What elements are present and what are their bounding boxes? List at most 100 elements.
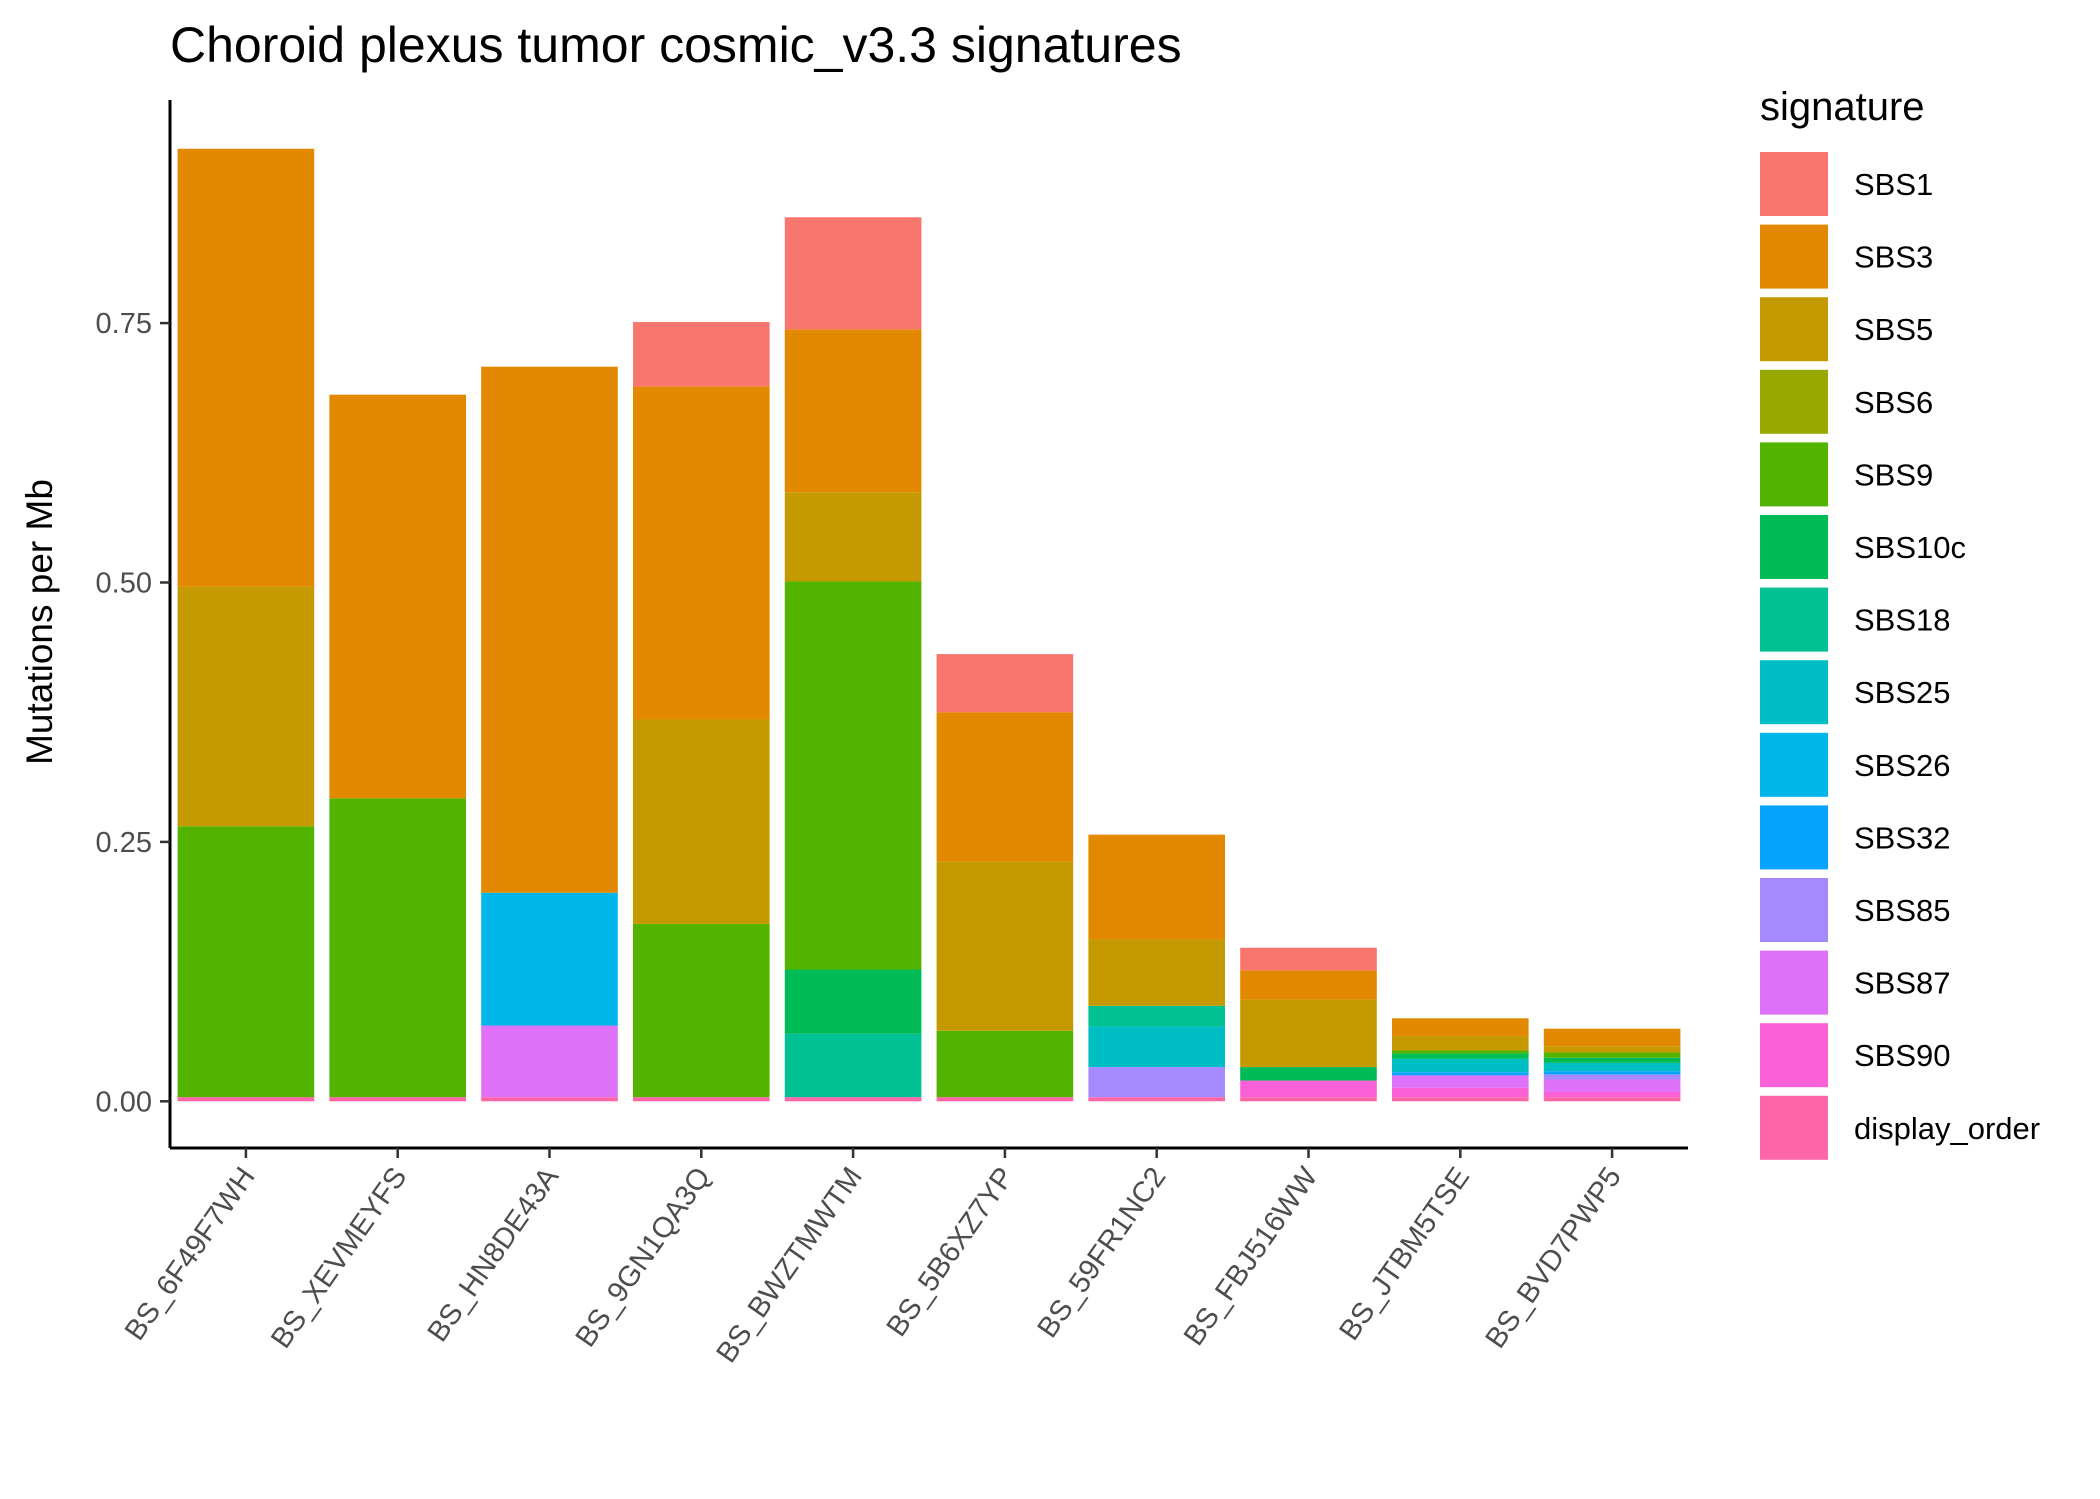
x-tick-label: BS_JTBM5TSE: [1333, 1162, 1476, 1347]
bar-segment-display-order-bs-hn8de43a: [481, 1097, 618, 1102]
legend-swatch-sbs25: [1760, 660, 1828, 725]
bar-segment-sbs5-bs-bwztmwtm: [784, 492, 922, 582]
legend-label-sbs25: SBS25: [1854, 675, 1951, 710]
legend-label-sbs1: SBS1: [1854, 167, 1933, 202]
bar-segment-display-order-bs-9gn1qa3q: [632, 1097, 770, 1102]
legend-label-sbs9: SBS9: [1854, 457, 1933, 492]
x-tick-label: BS_BVD7PWP5: [1480, 1162, 1628, 1355]
bar-segment-sbs3-bs-xevmeyfs: [329, 394, 467, 799]
bar-segment-sbs1-bs-9gn1qa3q: [632, 322, 770, 387]
bar-segment-sbs87-bs-bvd7pwp5: [1543, 1079, 1681, 1092]
legend-label-sbs5: SBS5: [1854, 312, 1933, 347]
bar-segment-sbs90-bs-fbj516ww: [1240, 1080, 1377, 1098]
bar-segment-sbs10c-bs-bwztmwtm: [784, 969, 922, 1034]
bar-segment-display-order-bs-59fr1nc2: [1088, 1097, 1226, 1102]
bar-segment-sbs5-bs-5b6xz7yp: [936, 861, 1074, 1031]
x-tick-label: BS_59FR1NC2: [1032, 1162, 1173, 1344]
bar-segment-sbs9-bs-5b6xz7yp: [936, 1030, 1074, 1098]
legend-swatch-sbs90: [1760, 1023, 1828, 1088]
legend-swatch-sbs3: [1760, 224, 1828, 289]
y-tick-label: 0.75: [96, 308, 152, 340]
bar-segment-sbs90-bs-jtbm5tse: [1391, 1087, 1529, 1098]
bar-segment-sbs5-bs-6f49f7wh: [177, 586, 315, 827]
bar-segment-sbs3-bs-fbj516ww: [1240, 970, 1377, 1000]
bar-segment-sbs9-bs-6f49f7wh: [177, 826, 315, 1098]
bar-segment-sbs18-bs-bwztmwtm: [784, 1033, 922, 1098]
y-tick-label: 0.00: [96, 1086, 152, 1118]
x-tick-label: BS_FBJ516WW: [1178, 1161, 1325, 1351]
y-tick-label: 0.50: [96, 567, 152, 599]
bar-segment-sbs3-bs-5b6xz7yp: [936, 712, 1074, 862]
legend-swatch-sbs1: [1760, 152, 1828, 216]
bar-segment-display-order-bs-6f49f7wh: [177, 1097, 315, 1102]
legend-swatch-sbs18: [1760, 587, 1828, 652]
legend-label-sbs10c: SBS10c: [1854, 530, 1966, 565]
x-tick-label: BS_BWZTMWTM: [710, 1162, 868, 1369]
legend-swatch-sbs10c: [1760, 515, 1828, 579]
x-tick-label: BS_5B6XZ7YP: [881, 1162, 1021, 1343]
bar-segment-sbs1-bs-bwztmwtm: [784, 217, 922, 330]
bar-segment-sbs5-bs-59fr1nc2: [1088, 939, 1226, 1006]
bar-segment-sbs3-bs-hn8de43a: [481, 366, 618, 893]
bar-segment-sbs90-bs-bvd7pwp5: [1543, 1091, 1681, 1098]
legend-swatch-sbs5: [1760, 297, 1828, 362]
bar-segment-sbs5-bs-9gn1qa3q: [632, 719, 770, 924]
bar-segment-sbs10c-bs-fbj516ww: [1240, 1067, 1377, 1081]
legend-swatch-sbs85: [1760, 878, 1828, 942]
legend-label-sbs26: SBS26: [1854, 748, 1951, 783]
bar-segment-display-order-bs-xevmeyfs: [329, 1097, 467, 1102]
legend-label-display-order: display_order: [1854, 1111, 2040, 1146]
x-tick-label: BS_HN8DE43A: [422, 1161, 566, 1348]
chart-title: Choroid plexus tumor cosmic_v3.3 signatu…: [170, 17, 1182, 73]
x-tick-label: BS_6F49F7WH: [119, 1162, 262, 1347]
bar-segment-sbs3-bs-bwztmwtm: [784, 329, 922, 493]
bar-segment-display-order-bs-bwztmwtm: [784, 1097, 922, 1102]
bar-segment-sbs87-bs-jtbm5tse: [1391, 1075, 1529, 1088]
bar-segment-display-order-bs-jtbm5tse: [1391, 1097, 1529, 1102]
bar-segment-sbs9-bs-jtbm5tse: [1391, 1050, 1529, 1054]
bar-segment-sbs10c-bs-jtbm5tse: [1391, 1053, 1529, 1059]
bar-segment-sbs1-bs-fbj516ww: [1240, 947, 1377, 971]
bar-segment-sbs9-bs-bwztmwtm: [784, 581, 922, 970]
bar-segment-sbs3-bs-bvd7pwp5: [1543, 1028, 1681, 1047]
x-tick-label: BS_XEVMEYFS: [265, 1162, 413, 1355]
legend-label-sbs6: SBS6: [1854, 385, 1933, 420]
legend-swatch-sbs9: [1760, 442, 1828, 507]
legend-label-sbs32: SBS32: [1854, 820, 1951, 855]
bar-segment-sbs32-bs-jtbm5tse: [1391, 1072, 1529, 1076]
bar-segment-sbs10c-bs-bvd7pwp5: [1543, 1057, 1681, 1063]
bars-layer: [177, 148, 1681, 1102]
bar-segment-sbs5-bs-bvd7pwp5: [1543, 1046, 1681, 1053]
legend: signature SBS1 SBS3 SBS5 SBS6 SBS9 SBS10c SBS1…: [1760, 85, 2040, 1160]
legend-swatch-sbs32: [1760, 805, 1828, 870]
x-tick-label: BS_9GN1QA3Q: [570, 1162, 717, 1353]
legend-label-sbs87: SBS87: [1854, 966, 1951, 1001]
bar-segment-display-order-bs-fbj516ww: [1240, 1097, 1377, 1102]
bar-segment-sbs9-bs-xevmeyfs: [329, 798, 467, 1098]
legend-swatch-sbs6: [1760, 369, 1828, 434]
legend-label-sbs85: SBS85: [1854, 893, 1951, 928]
legend-swatch-sbs87: [1760, 950, 1828, 1015]
bar-segment-display-order-bs-bvd7pwp5: [1543, 1097, 1681, 1102]
bar-segment-sbs87-bs-hn8de43a: [481, 1025, 618, 1098]
legend-swatch-display-order: [1760, 1095, 1828, 1160]
bar-segment-sbs9-bs-bvd7pwp5: [1543, 1052, 1681, 1058]
bar-segment-sbs9-bs-9gn1qa3q: [632, 923, 770, 1098]
y-axis-title: Mutations per Mb: [19, 479, 60, 765]
bar-segment-sbs85-bs-59fr1nc2: [1088, 1067, 1226, 1098]
bar-segment-sbs25-bs-59fr1nc2: [1088, 1026, 1226, 1068]
legend-label-sbs3: SBS3: [1854, 240, 1933, 275]
legend-label-sbs90: SBS90: [1854, 1038, 1951, 1073]
bar-segment-sbs3-bs-6f49f7wh: [177, 148, 315, 587]
bar-segment-sbs32-bs-bvd7pwp5: [1543, 1071, 1681, 1075]
bar-segment-sbs5-bs-fbj516ww: [1240, 999, 1377, 1068]
bar-segment-sbs3-bs-9gn1qa3q: [632, 386, 770, 720]
y-tick-label: 0.25: [96, 827, 152, 859]
bar-segment-sbs3-bs-jtbm5tse: [1391, 1018, 1529, 1036]
legend-swatch-sbs26: [1760, 732, 1828, 797]
bar-segment-sbs5-bs-jtbm5tse: [1391, 1035, 1529, 1051]
bar-segment-sbs85-bs-bvd7pwp5: [1543, 1074, 1681, 1080]
bar-segment-sbs25-bs-bvd7pwp5: [1543, 1062, 1681, 1072]
